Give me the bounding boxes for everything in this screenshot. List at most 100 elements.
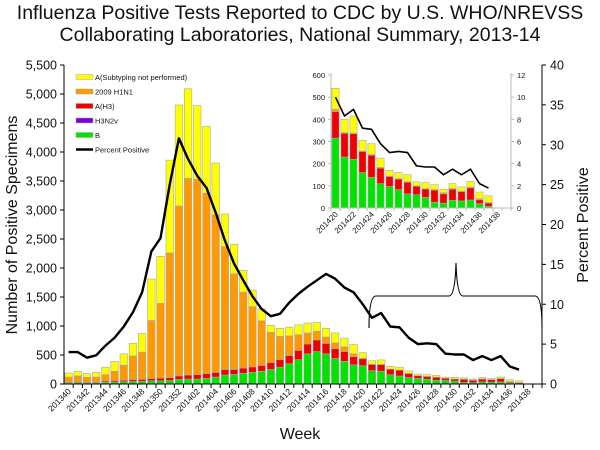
inset-bar-201420-b	[331, 137, 340, 209]
bar-201419-b	[349, 364, 358, 385]
bar-201429-a-h3-	[441, 378, 450, 381]
bar-201403-b	[202, 378, 211, 385]
bar-201401-b	[184, 378, 193, 385]
bar-201428-b	[432, 379, 441, 385]
inset-bar-201433-a-h3-	[448, 188, 457, 201]
inset-bar-201422-a-h3-	[349, 133, 358, 160]
bar-201433-a-subtyping-not-performed-	[478, 377, 487, 380]
bar-201351-a-h3-	[165, 377, 174, 381]
bar-201413-b	[294, 359, 303, 385]
bar-201426-a-h3-	[413, 375, 422, 379]
bar-201422-a-h3-	[377, 364, 386, 372]
inset-bar-201429-a-subtyping-not-performed-	[412, 181, 421, 187]
bar-201349-a-subtyping-not-performed-	[147, 278, 156, 321]
bar-201424-a-subtyping-not-performed-	[395, 366, 404, 371]
bar-201415-a-subtyping-not-performed-	[312, 322, 321, 332]
bar-201340-a-subtyping-not-performed-	[64, 372, 73, 378]
inset-bar-201432-a-h3-	[439, 193, 448, 204]
y-tick-label: 1,000	[26, 320, 57, 334]
legend-label: 2009 H1N1	[95, 87, 133, 96]
bar-201423-a-h3-	[386, 368, 395, 376]
inset-bar-201435-a-h3-	[466, 187, 475, 201]
inset-y-tick-label: 300	[312, 138, 325, 147]
legend-swatch	[75, 117, 94, 124]
bar-201415-2009-h1n1	[312, 330, 321, 341]
bar-201406-b	[229, 374, 239, 385]
bar-201423-a-subtyping-not-performed-	[386, 366, 395, 370]
bar-201352-2009-h1n1	[174, 205, 183, 377]
bar-201402-2009-h1n1	[193, 178, 202, 376]
inset-bar-201430-a-subtyping-not-performed-	[421, 182, 430, 190]
bar-201346-2009-h1n1	[119, 364, 128, 381]
bar-201424-a-h3-	[395, 369, 404, 377]
bar-201421-b	[367, 370, 377, 385]
inset-bar-201424-a-h3-	[367, 154, 376, 178]
y2-tick-label: 30	[550, 138, 564, 152]
legend-label: Percent Positive	[95, 145, 149, 154]
bar-201422-a-subtyping-not-performed-	[377, 359, 386, 365]
bar-201436-a-subtyping-not-performed-	[505, 379, 514, 382]
bar-201352-b	[174, 379, 183, 385]
bar-201410-a-h3-	[266, 362, 275, 370]
bar-201404-2009-h1n1	[211, 214, 220, 373]
bar-201403-a-subtyping-not-performed-	[202, 126, 211, 194]
bar-201427-a-h3-	[423, 376, 432, 380]
bar-201352-a-h3-	[174, 375, 183, 380]
inset-bar-201429-a-h3-	[412, 185, 421, 195]
bar-201407-a-h3-	[239, 367, 248, 374]
inset-bar-201427-b	[394, 189, 403, 209]
bar-201426-b	[413, 378, 422, 385]
bar-201406-2009-h1n1	[229, 273, 239, 370]
bar-201417-a-subtyping-not-performed-	[331, 332, 340, 344]
inset-bar-201434-b	[457, 200, 466, 209]
inset-percent-line	[334, 96, 489, 189]
inset-y2-tick-label: 12	[517, 71, 525, 80]
bar-201404-b	[211, 376, 220, 385]
bar-201414-a-subtyping-not-performed-	[303, 322, 312, 334]
bar-201348-2009-h1n1	[138, 351, 147, 380]
bar-201342-2009-h1n1	[82, 377, 92, 383]
bar-201342-a-subtyping-not-performed-	[82, 373, 92, 378]
bar-201425-b	[404, 377, 413, 385]
bar-201422-b	[377, 370, 386, 385]
brace-path	[368, 262, 543, 329]
bar-201432-a-h3-	[468, 379, 478, 384]
bar-201414-2009-h1n1	[303, 332, 312, 345]
bar-201344-2009-h1n1	[101, 374, 110, 382]
y-tick-label: 0	[50, 378, 57, 392]
bar-201419-a-subtyping-not-performed-	[349, 344, 358, 355]
bar-201416-2009-h1n1	[321, 336, 331, 344]
legend-swatch	[75, 74, 94, 80]
bar-201421-a-subtyping-not-performed-	[367, 360, 377, 365]
legend: A(Subtyping not performed) 2009 H1N1 A(H3)…	[75, 73, 188, 154]
main-percent-line	[68, 137, 520, 371]
y-tick-label: 4,500	[26, 117, 57, 131]
bar-201410-a-subtyping-not-performed-	[266, 325, 275, 333]
bar-201411-a-subtyping-not-performed-	[275, 328, 285, 337]
bar-201402-a-subtyping-not-performed-	[193, 105, 202, 180]
bar-201425-a-h3-	[404, 373, 413, 378]
inset-bar-201422-a-subtyping-not-performed-	[349, 115, 358, 134]
inset-bar-201431-a-h3-	[430, 189, 439, 203]
bar-201343-a-subtyping-not-performed-	[92, 372, 101, 378]
y2-tick-label: 5	[550, 338, 557, 352]
bar-201343-2009-h1n1	[92, 376, 101, 383]
bar-201411-a-h3-	[275, 359, 285, 368]
inset-y-tick-label: 600	[312, 71, 325, 80]
inset-bar-201430-b	[421, 197, 430, 209]
inset-y2-tick-label: 8	[517, 115, 521, 124]
inset-bar-201432-a-subtyping-not-performed-	[439, 188, 448, 194]
bar-201427-b	[423, 378, 432, 385]
inset-bar-201431-b	[430, 201, 439, 209]
inset-bar-201431-a-subtyping-not-performed-	[430, 184, 439, 190]
bar-201418-2009-h1n1	[340, 346, 349, 352]
bar-201415-a-h3-	[312, 339, 321, 352]
bar-201409-a-h3-	[257, 365, 266, 372]
inset-y2-tick-label: 6	[517, 138, 521, 147]
bar-201420-a-subtyping-not-performed-	[358, 352, 367, 359]
bar-201423-b	[386, 374, 395, 385]
bar-201413-a-subtyping-not-performed-	[294, 324, 303, 335]
bar-201348-a-h3-	[138, 379, 147, 382]
y-tick-label: 4,000	[26, 146, 57, 160]
y-tick-label: 5,000	[26, 88, 57, 102]
